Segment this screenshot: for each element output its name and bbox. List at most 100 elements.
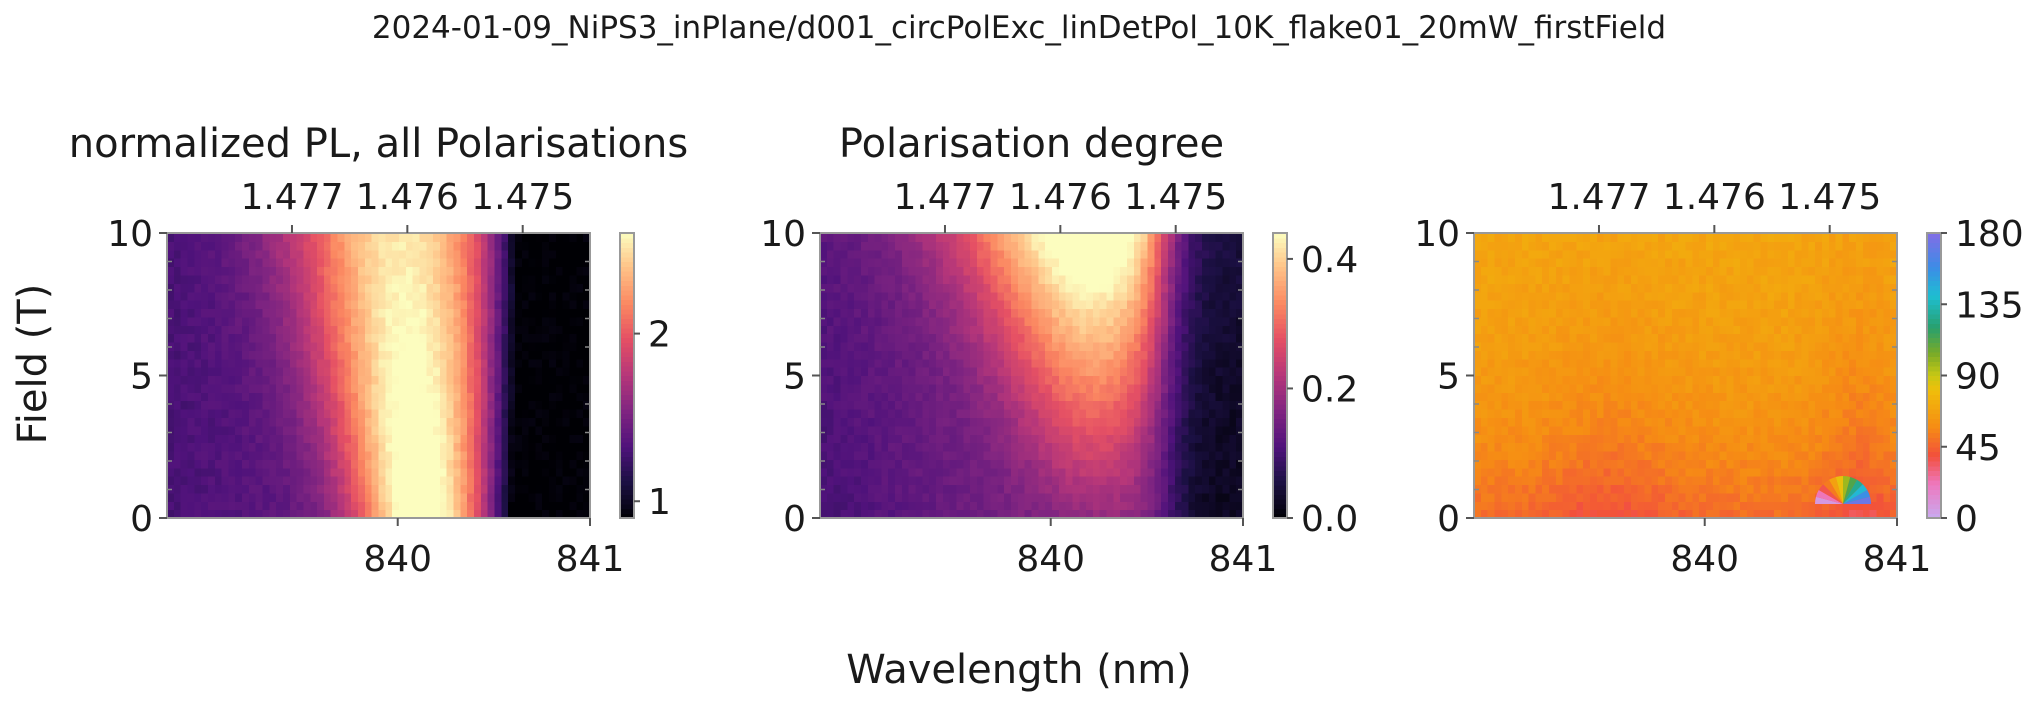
- heatmap-cell: [1222, 450, 1230, 460]
- heatmap-cell: [1174, 350, 1183, 360]
- heatmap-cell: [1092, 258, 1101, 268]
- heatmap-cell: [1140, 308, 1149, 318]
- heatmap-cell: [1767, 459, 1775, 469]
- heatmap-cell: [970, 325, 978, 335]
- heatmap-cell: [364, 350, 373, 360]
- heatmap-cell: [1501, 459, 1509, 469]
- heatmap-cell: [1651, 509, 1659, 519]
- heatmap-cell: [521, 442, 530, 452]
- heatmap-cell: [833, 459, 842, 469]
- heatmap-cell: [956, 316, 964, 326]
- heatmap-cell: [1195, 358, 1203, 368]
- heatmap-cell: [521, 467, 530, 477]
- heatmap-cell: [1229, 400, 1237, 410]
- heatmap-cell: [351, 300, 359, 310]
- heatmap-cell: [922, 341, 930, 351]
- heatmap-cell: [854, 266, 862, 276]
- heatmap-cell: [248, 392, 257, 402]
- heatmap-cell: [867, 467, 876, 477]
- heatmap-cell: [1222, 300, 1230, 310]
- heatmap-cell: [1644, 501, 1652, 511]
- heatmap-cell: [915, 509, 923, 519]
- heatmap-cell: [337, 409, 345, 419]
- heatmap-cell: [446, 492, 455, 502]
- heatmap-cell: [1099, 283, 1108, 293]
- heatmap-cell: [508, 308, 516, 318]
- heatmap-cell: [358, 509, 366, 519]
- heatmap-cell: [833, 375, 842, 385]
- heatmap-cell: [214, 425, 223, 435]
- heatmap-cell: [915, 442, 923, 452]
- heatmap-cell: [276, 325, 284, 335]
- heatmap-cell: [1569, 501, 1577, 511]
- heatmap-cell: [1474, 509, 1482, 519]
- heatmap-cell: [317, 434, 325, 444]
- heatmap-cell: [1147, 283, 1155, 293]
- heatmap-cell: [460, 300, 468, 310]
- heatmap-cell: [1603, 492, 1612, 502]
- heatmap-cell: [1045, 442, 1053, 452]
- heatmap-cell: [867, 383, 876, 393]
- heatmap-cell: [854, 291, 862, 301]
- heatmap-cell: [494, 367, 502, 377]
- heatmap-cell: [963, 333, 971, 343]
- heatmap-cell: [983, 249, 992, 259]
- heatmap-cell: [173, 400, 182, 410]
- heatmap-cell: [494, 358, 502, 368]
- heatmap-cell: [1229, 492, 1237, 502]
- heatmap-cell: [1883, 484, 1891, 494]
- heatmap-cell: [1624, 442, 1632, 452]
- heatmap-cell: [392, 392, 400, 402]
- colorbar-segment: [1273, 256, 1287, 263]
- heatmap-cell: [262, 300, 270, 310]
- heatmap-cell: [1794, 509, 1803, 519]
- heatmap-cell: [1195, 266, 1203, 276]
- heatmap-cell: [1835, 459, 1844, 469]
- heatmap-cell: [1065, 400, 1074, 410]
- heatmap-cell: [963, 266, 971, 276]
- heatmap-cell: [419, 383, 427, 393]
- heatmap-cell: [398, 316, 407, 326]
- heatmap-cell: [915, 501, 923, 511]
- heatmap-cell: [826, 249, 835, 259]
- heatmap-cell: [983, 409, 992, 419]
- heatmap-cell: [1024, 325, 1033, 335]
- heatmap-cell: [262, 358, 270, 368]
- heatmap-cell: [1671, 450, 1680, 460]
- heatmap-cell: [1086, 300, 1094, 310]
- heatmap-cell: [1215, 484, 1224, 494]
- heatmap-cell: [1154, 442, 1162, 452]
- heatmap-cell: [221, 308, 229, 318]
- heatmap-cell: [983, 392, 992, 402]
- heatmap-cell: [881, 350, 889, 360]
- heatmap-cell: [963, 341, 971, 351]
- heatmap-cell: [194, 341, 202, 351]
- heatmap-cell: [269, 325, 277, 335]
- heatmap-cell: [323, 350, 332, 360]
- heatmap-cell: [820, 375, 828, 385]
- heatmap-cell: [847, 350, 855, 360]
- heatmap-cell: [1092, 450, 1101, 460]
- heatmap-cell: [282, 383, 291, 393]
- heatmap-cell: [1617, 492, 1625, 502]
- heatmap-cell: [1051, 467, 1060, 477]
- heatmap-cell: [508, 367, 516, 377]
- heatmap-cell: [1092, 233, 1101, 242]
- heatmap-cell: [1051, 266, 1060, 276]
- heatmap-cell: [1038, 434, 1046, 444]
- heatmap-cell: [364, 434, 373, 444]
- heatmap-cell: [330, 501, 339, 511]
- heatmap-cell: [187, 400, 195, 410]
- heatmap-cell: [820, 476, 828, 486]
- heatmap-cell: [371, 400, 380, 410]
- heatmap-cell: [854, 425, 862, 435]
- colorbar-segment: [620, 432, 634, 438]
- heatmap-cell: [460, 291, 468, 301]
- heatmap-cell: [1767, 501, 1775, 511]
- heatmap-cell: [453, 258, 461, 268]
- heatmap-cell: [874, 409, 882, 419]
- heatmap-cell: [1188, 476, 1196, 486]
- heatmap-cell: [1787, 501, 1796, 511]
- heatmap-cell: [833, 484, 842, 494]
- heatmap-cell: [201, 233, 209, 242]
